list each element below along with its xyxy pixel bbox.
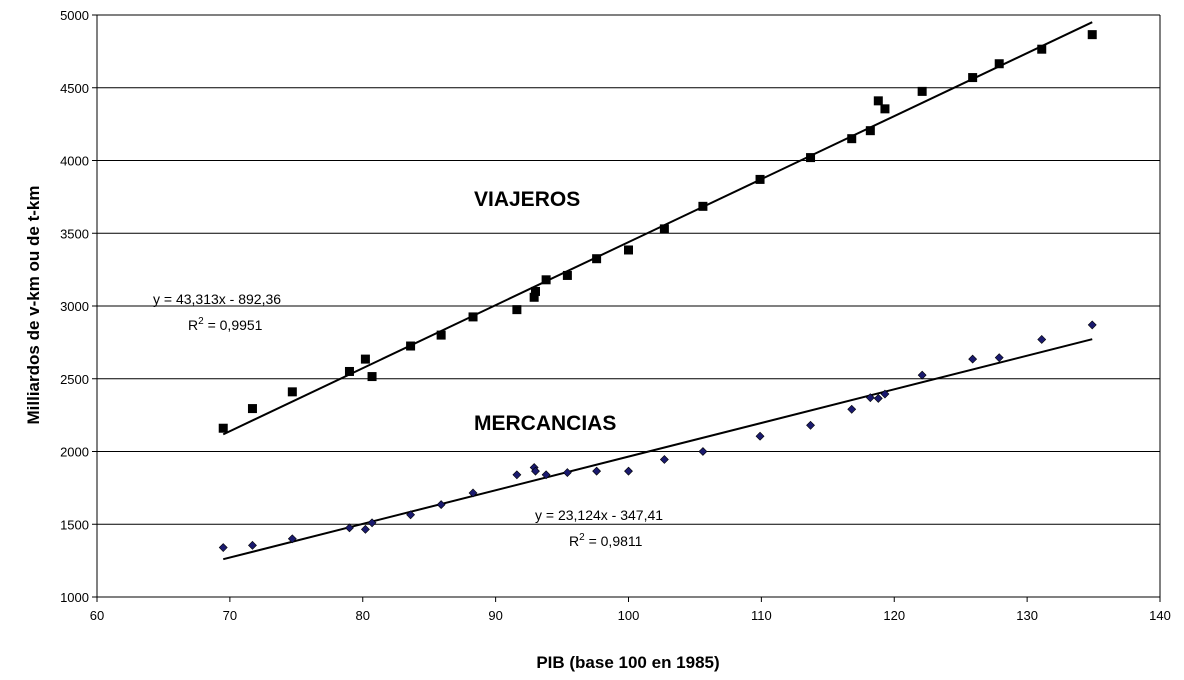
point-mercancias [659, 455, 669, 464]
point-mercancias [698, 447, 708, 456]
trendline-equation-mercancias: y = 23,124x - 347,41 [535, 507, 663, 523]
point-viajeros [406, 341, 416, 351]
point-mercancias [531, 466, 540, 476]
r-squared-mercancias: R2 = 0,9811 [569, 532, 643, 549]
x-tick-label: 90 [488, 608, 502, 623]
r-squared-viajeros: R2 = 0,9951 [188, 316, 263, 333]
x-tick-label: 80 [356, 608, 370, 623]
point-mercancias [436, 500, 446, 510]
point-viajeros [468, 312, 478, 322]
y-tick-label: 4500 [60, 81, 89, 96]
point-mercancias [968, 354, 978, 364]
trendline-viajeros [222, 21, 1093, 436]
point-mercancias [806, 420, 815, 430]
point-mercancias [880, 389, 890, 399]
point-mercancias [406, 510, 416, 520]
axes [92, 14, 1161, 602]
gridlines [97, 14, 1160, 525]
point-viajeros [873, 96, 883, 106]
point-viajeros [541, 275, 551, 285]
y-tick-label: 1500 [60, 517, 89, 532]
point-mercancias [624, 466, 633, 476]
x-tick-label: 120 [883, 608, 905, 623]
y-tick-label: 2500 [60, 372, 89, 387]
point-viajeros [344, 366, 354, 376]
point-mercancias [512, 470, 522, 480]
point-mercancias [367, 518, 377, 528]
y-tick-label: 2000 [60, 445, 89, 460]
y-tick-label: 1000 [60, 590, 89, 605]
point-viajeros [512, 305, 522, 315]
point-mercancias [592, 466, 602, 476]
x-tick-label: 100 [618, 608, 640, 623]
point-viajeros [865, 126, 875, 136]
x-tick-label: 110 [751, 608, 772, 623]
point-viajeros [287, 387, 297, 397]
point-viajeros [698, 201, 708, 211]
x-tick-label: 70 [223, 608, 237, 623]
point-viajeros [218, 423, 228, 433]
point-mercancias [865, 393, 875, 403]
x-tick-label: 130 [1016, 608, 1038, 623]
point-viajeros [562, 270, 572, 280]
point-viajeros [847, 134, 857, 144]
point-viajeros [659, 224, 669, 234]
point-viajeros [624, 245, 633, 255]
point-viajeros [1087, 30, 1097, 40]
point-mercancias [1087, 320, 1097, 330]
point-viajeros [917, 86, 927, 96]
x-tick-label: 140 [1149, 608, 1171, 623]
point-mercancias [1037, 335, 1047, 344]
series-label-mercancias: MERCANCIAS [474, 412, 616, 435]
y-tick-label: 3000 [60, 299, 89, 314]
y-tick-label: 5000 [60, 8, 89, 23]
point-mercancias [360, 524, 370, 534]
point-viajeros [436, 330, 446, 340]
point-viajeros [592, 254, 602, 264]
point-viajeros [880, 104, 890, 114]
tick-labels: 1000 1500 2000 2500 3000 3500 4000 4500 5000 60 70… [60, 8, 1171, 623]
point-mercancias [218, 543, 228, 552]
x-tick-label: 60 [90, 608, 104, 623]
point-viajeros [806, 153, 816, 163]
point-mercancias [873, 393, 883, 403]
point-mercancias [541, 470, 551, 480]
series-label-viajeros: VIAJEROS [474, 188, 580, 211]
x-axis-title: PIB (base 100 en 1985) [536, 653, 719, 672]
trendlines [222, 21, 1093, 561]
point-viajeros [367, 372, 377, 382]
y-tick-label: 3500 [60, 226, 89, 241]
point-viajeros [755, 174, 765, 184]
point-viajeros [994, 59, 1004, 69]
point-mercancias [917, 370, 927, 380]
point-viajeros [247, 404, 257, 414]
data-points [218, 30, 1097, 552]
point-viajeros [1037, 44, 1047, 54]
point-viajeros [530, 286, 540, 296]
point-mercancias [248, 540, 257, 550]
point-mercancias [562, 468, 572, 478]
y-axis-title: Milliardos de v-km ou de t-km [24, 186, 43, 425]
point-mercancias [287, 534, 297, 544]
point-viajeros [968, 73, 978, 83]
y-tick-label: 4000 [60, 154, 89, 169]
trendline-equation-viajeros: y = 43,313x - 892,36 [153, 291, 281, 307]
point-mercancias [847, 404, 857, 414]
point-mercancias [994, 353, 1004, 363]
point-mercancias [755, 431, 765, 441]
point-viajeros [529, 292, 539, 302]
point-mercancias [345, 523, 354, 533]
point-mercancias [468, 488, 478, 498]
point-viajeros [360, 354, 370, 364]
